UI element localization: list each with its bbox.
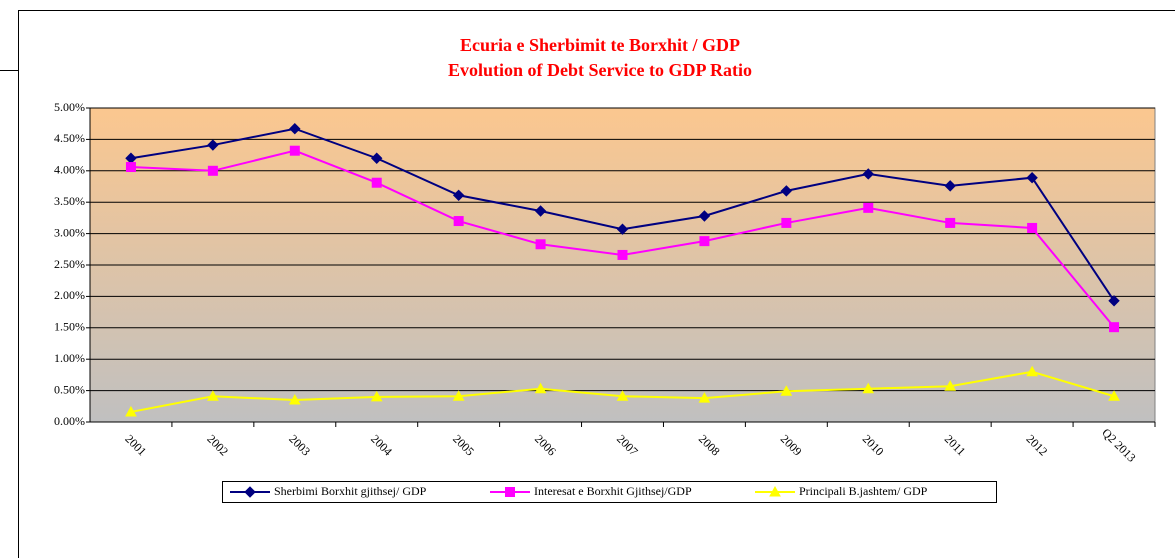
y-tick-label: 1.50%	[54, 320, 85, 334]
marker	[371, 152, 383, 164]
marker	[780, 385, 793, 396]
marker	[862, 382, 875, 394]
legend-label: Interesat e Borxhit Gjithsej/GDP	[534, 484, 692, 498]
marker	[616, 223, 629, 235]
marker	[452, 189, 465, 201]
y-tick-label: 4.00%	[54, 163, 85, 177]
marker	[699, 236, 710, 247]
y-tick-label: 2.00%	[54, 288, 85, 302]
marker	[452, 390, 465, 401]
marker	[780, 185, 793, 197]
marker	[289, 123, 301, 135]
legend-label: Principali B.jashtem/ GDP	[799, 484, 928, 498]
marker	[244, 486, 256, 498]
y-tick-label: 1.00%	[54, 351, 85, 365]
y-tick-label: 5.00%	[54, 100, 85, 114]
marker	[863, 202, 874, 213]
legend	[222, 481, 997, 503]
marker	[535, 239, 546, 250]
chart-subtitle: Evolution of Debt Service to GDP Ratio	[448, 60, 752, 80]
marker	[1026, 365, 1038, 377]
marker	[944, 180, 956, 192]
marker	[1109, 322, 1120, 333]
marker	[945, 217, 956, 228]
marker	[370, 390, 383, 402]
marker	[453, 216, 464, 227]
marker	[1027, 222, 1038, 233]
marker	[1108, 390, 1120, 401]
marker	[698, 210, 711, 222]
marker	[207, 165, 218, 176]
marker	[125, 405, 137, 417]
marker	[207, 139, 219, 151]
marker	[534, 382, 547, 394]
y-tick-label: 4.50%	[54, 131, 85, 145]
marker	[505, 487, 515, 497]
marker	[698, 392, 711, 403]
marker	[781, 217, 792, 228]
marker	[371, 177, 382, 188]
legend-label: Sherbimi Borxhit gjithsej/ GDP	[274, 484, 427, 498]
marker	[1108, 295, 1120, 307]
marker	[125, 162, 136, 173]
y-tick-label: 3.50%	[54, 194, 85, 208]
y-tick-label: 0.50%	[54, 382, 85, 396]
y-tick-label: 3.00%	[54, 225, 85, 239]
marker	[616, 390, 629, 401]
marker	[944, 380, 957, 391]
marker	[288, 393, 301, 405]
y-tick-label: 2.50%	[54, 257, 85, 271]
marker	[617, 249, 628, 260]
marker	[207, 390, 219, 401]
y-tick-label: 0.00%	[54, 414, 85, 428]
marker	[289, 145, 300, 156]
marker	[862, 168, 874, 180]
marker	[1026, 172, 1038, 184]
chart-title: Ecuria e Sherbimit te Borxhit / GDP	[460, 35, 740, 55]
marker	[534, 205, 547, 217]
marker	[769, 485, 781, 497]
